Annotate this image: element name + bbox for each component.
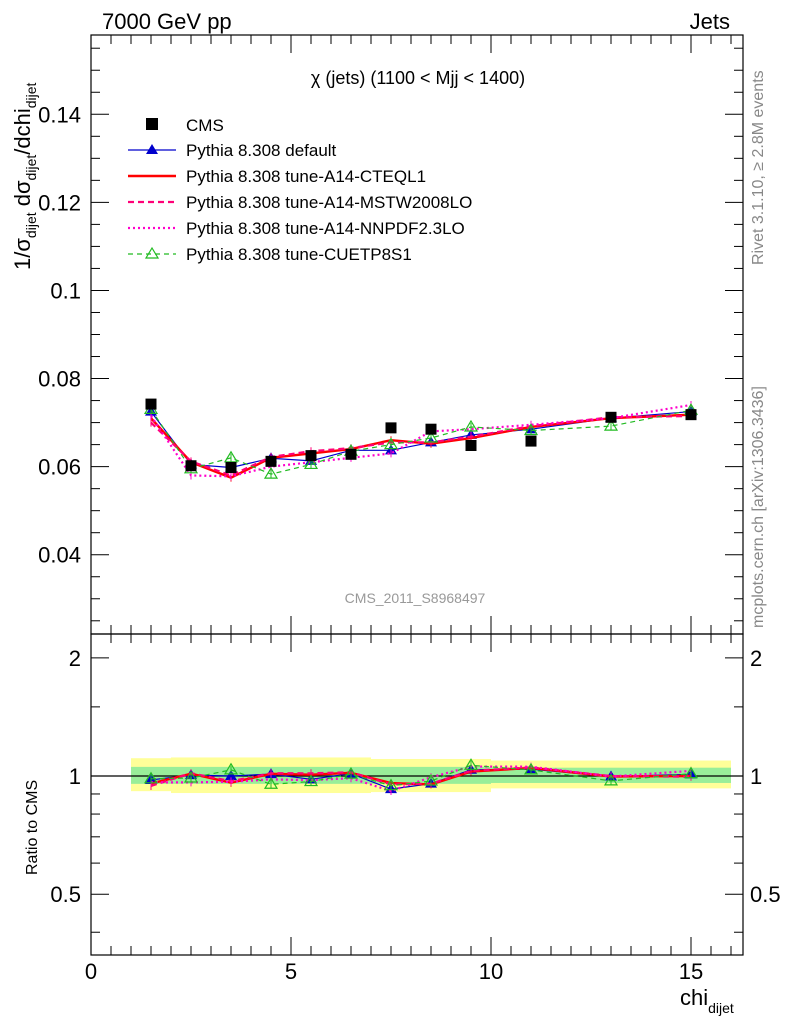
- ratio-panel: 0.5 0.5 1 1 2 2: [50, 633, 781, 956]
- point-cuetp8s1: [423, 430, 439, 443]
- x-tick-label: 10: [479, 959, 503, 984]
- x-tick-label: 15: [679, 959, 703, 984]
- x-axis-label: chidijet: [680, 985, 734, 1016]
- legend: CMS Pythia 8.308 default Pythia 8.308 tune…: [128, 116, 472, 264]
- line-cuetp8s1: [150, 409, 692, 475]
- ratio-y-tick-label: 1: [69, 764, 81, 789]
- ratio-y-tick-label-right: 2: [750, 646, 762, 671]
- point-cuetp8s1: [223, 762, 239, 775]
- ratio-frame: [90, 633, 744, 956]
- header-right: Jets: [690, 9, 730, 34]
- line-mstw: [150, 414, 692, 477]
- point-cuetp8s1: [423, 773, 439, 786]
- point-cms: [525, 435, 537, 447]
- point-cms: [685, 409, 697, 421]
- point-cms: [465, 439, 477, 451]
- legend-label-cteql1: Pythia 8.308 tune-A14-CTEQL1: [186, 167, 426, 186]
- ratio-line-cuetp8s1: [150, 764, 692, 787]
- point-cuetp8s1: [683, 766, 699, 779]
- point-cms: [145, 398, 157, 410]
- y-tick-label: 0.12: [38, 190, 81, 215]
- ratio-line-mstw: [150, 766, 692, 787]
- point-cms: [305, 450, 317, 462]
- legend-label-nnpdf: Pythia 8.308 tune-A14-NNPDF2.3LO: [186, 219, 465, 238]
- point-cuetp8s1: [463, 419, 479, 432]
- rivet-label: Rivet 3.1.10, ≥ 2.8M events: [750, 70, 767, 265]
- point-cms: [225, 462, 237, 474]
- main-panel: 0 5 10 15 0.04 0.06 0.08 0.1 0.12 0.14: [38, 34, 744, 984]
- point-cuetp8s1: [383, 778, 399, 791]
- point-cuetp8s1: [523, 423, 539, 436]
- legend-marker-cms: [146, 118, 158, 130]
- point-cuetp8s1: [183, 770, 199, 783]
- point-cuetp8s1: [523, 762, 539, 775]
- point-cuetp8s1: [143, 771, 159, 784]
- point-cms: [385, 422, 397, 434]
- point-cuetp8s1: [303, 774, 319, 787]
- series-cms: [145, 398, 697, 474]
- point-cuetp8s1: [223, 450, 239, 463]
- y-axis-label: 1/σdijet dσdijet/dchidijet: [10, 82, 39, 270]
- point-cuetp8s1: [263, 466, 279, 479]
- ratio-y-tick-label: 0.5: [50, 882, 81, 907]
- point-cms: [265, 455, 277, 467]
- y-tick-label: 0.08: [38, 367, 81, 392]
- x-tick-label: 0: [85, 959, 97, 984]
- point-cuetp8s1: [263, 777, 279, 789]
- point-cms: [185, 460, 197, 472]
- ratio-line-nnpdf: [150, 765, 692, 793]
- point-cms: [605, 411, 617, 423]
- ratio-y-tick-label-right: 0.5: [750, 882, 781, 907]
- legend-label-mstw: Pythia 8.308 tune-A14-MSTW2008LO: [186, 193, 472, 212]
- legend-marker-cuetp8s1: [144, 246, 160, 259]
- y-tick-label: 0.1: [50, 278, 81, 303]
- point-cuetp8s1: [603, 773, 619, 786]
- y-tick-label: 0.04: [38, 543, 81, 568]
- legend-label-cms: CMS: [186, 116, 224, 135]
- point-default: [225, 770, 237, 781]
- point-cuetp8s1: [463, 758, 479, 770]
- mcplots-label: mcplots.cern.ch [arXiv:1306.3436]: [750, 386, 767, 628]
- point-cuetp8s1: [303, 457, 319, 470]
- x-tick-label: 5: [285, 959, 297, 984]
- legend-marker-default: [146, 144, 158, 154]
- point-cms: [345, 448, 357, 460]
- ratio-y-label: Ratio to CMS: [24, 780, 41, 875]
- legend-label-cuetp8s1: Pythia 8.308 tune-CUETP8S1: [186, 245, 412, 264]
- header-left: 7000 GeV pp: [102, 9, 232, 34]
- point-cuetp8s1: [343, 766, 359, 779]
- line-nnpdf: [150, 403, 692, 478]
- chart-title: χ (jets) (1100 < Mjj < 1400): [311, 68, 525, 88]
- y-tick-label: 0.14: [38, 102, 81, 127]
- ratio-y-tick-label: 2: [69, 646, 81, 671]
- watermark: CMS_2011_S8968497: [345, 590, 486, 606]
- point-cuetp8s1: [383, 437, 399, 450]
- ratio-series-cuetp8s1: [143, 758, 699, 791]
- legend-label-default: Pythia 8.308 default: [186, 141, 337, 160]
- point-cms: [425, 423, 437, 435]
- y-tick-label: 0.06: [38, 455, 81, 480]
- line-default: [150, 410, 692, 469]
- ratio-y-tick-label-right: 1: [750, 764, 762, 789]
- point-cuetp8s1: [603, 418, 619, 431]
